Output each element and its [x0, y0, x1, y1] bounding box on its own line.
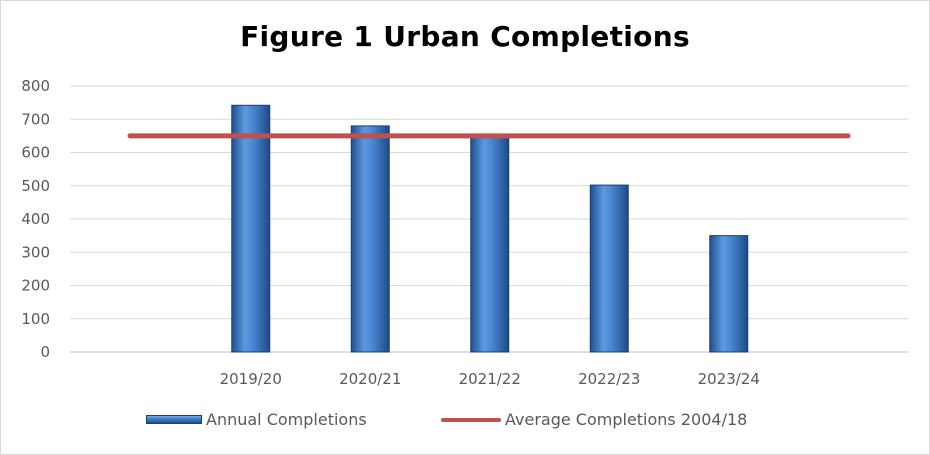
y-tick-label: 800 [21, 77, 50, 95]
y-tick-label: 600 [21, 144, 50, 162]
x-tick-label: 2020/21 [339, 370, 401, 388]
y-tick-label: 300 [21, 243, 50, 261]
y-tick-label: 100 [21, 310, 50, 328]
y-tick-label: 700 [21, 110, 50, 128]
y-tick-label: 0 [40, 343, 50, 361]
chart-legend: Annual Completions Average Completions 2… [0, 410, 930, 434]
x-tick-label: 2019/20 [220, 370, 282, 388]
y-tick-label: 500 [21, 177, 50, 195]
x-tick-label: 2023/24 [698, 370, 760, 388]
bar-2022-23 [589, 184, 629, 353]
x-tick-label: 2022/23 [578, 370, 640, 388]
bar-2020-21 [350, 125, 390, 353]
legend-swatch-line [441, 417, 501, 422]
y-tick-label: 200 [21, 277, 50, 295]
bar-2023-24 [709, 235, 749, 353]
legend-label-annual: Annual Completions [206, 410, 367, 429]
bar-2021-22 [470, 135, 510, 353]
x-tick-label: 2021/22 [459, 370, 521, 388]
legend-label-average: Average Completions 2004/18 [505, 410, 748, 429]
legend-swatch-bar [146, 415, 202, 424]
legend-item-annual: Annual Completions [146, 410, 367, 429]
legend-item-average: Average Completions 2004/18 [441, 410, 747, 429]
bar-2019-20 [231, 104, 271, 353]
chart-title: Figure 1 Urban Completions [240, 20, 690, 53]
y-tick-label: 400 [21, 210, 50, 228]
